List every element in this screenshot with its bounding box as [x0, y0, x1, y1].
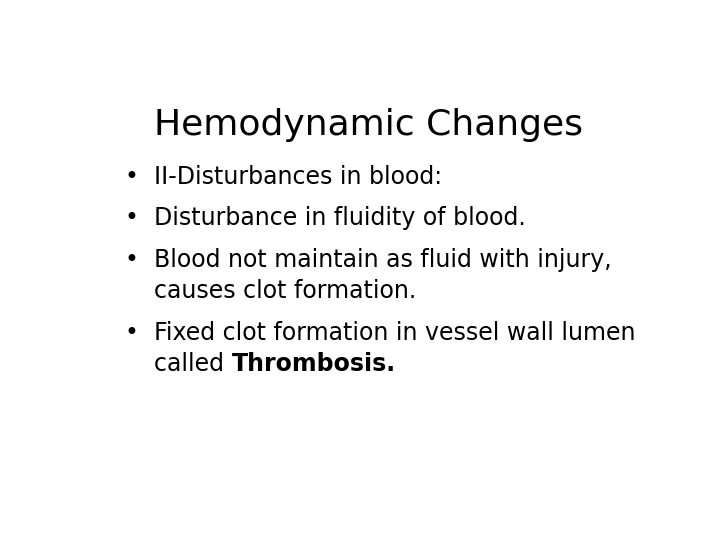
Text: •: • — [125, 248, 139, 272]
Text: Hemodynamic Changes: Hemodynamic Changes — [155, 109, 583, 143]
Text: called: called — [154, 352, 232, 376]
Text: Fixed clot formation in vessel wall lumen: Fixed clot formation in vessel wall lume… — [154, 321, 636, 345]
Text: Blood not maintain as fluid with injury,: Blood not maintain as fluid with injury, — [154, 248, 612, 272]
Text: causes clot formation.: causes clot formation. — [154, 279, 416, 303]
Text: •: • — [125, 206, 139, 230]
Text: •: • — [125, 321, 139, 345]
Text: II-Disturbances in blood:: II-Disturbances in blood: — [154, 165, 442, 188]
Text: Thrombosis.: Thrombosis. — [232, 352, 396, 376]
Text: Disturbance in fluidity of blood.: Disturbance in fluidity of blood. — [154, 206, 526, 230]
Text: •: • — [125, 165, 139, 188]
